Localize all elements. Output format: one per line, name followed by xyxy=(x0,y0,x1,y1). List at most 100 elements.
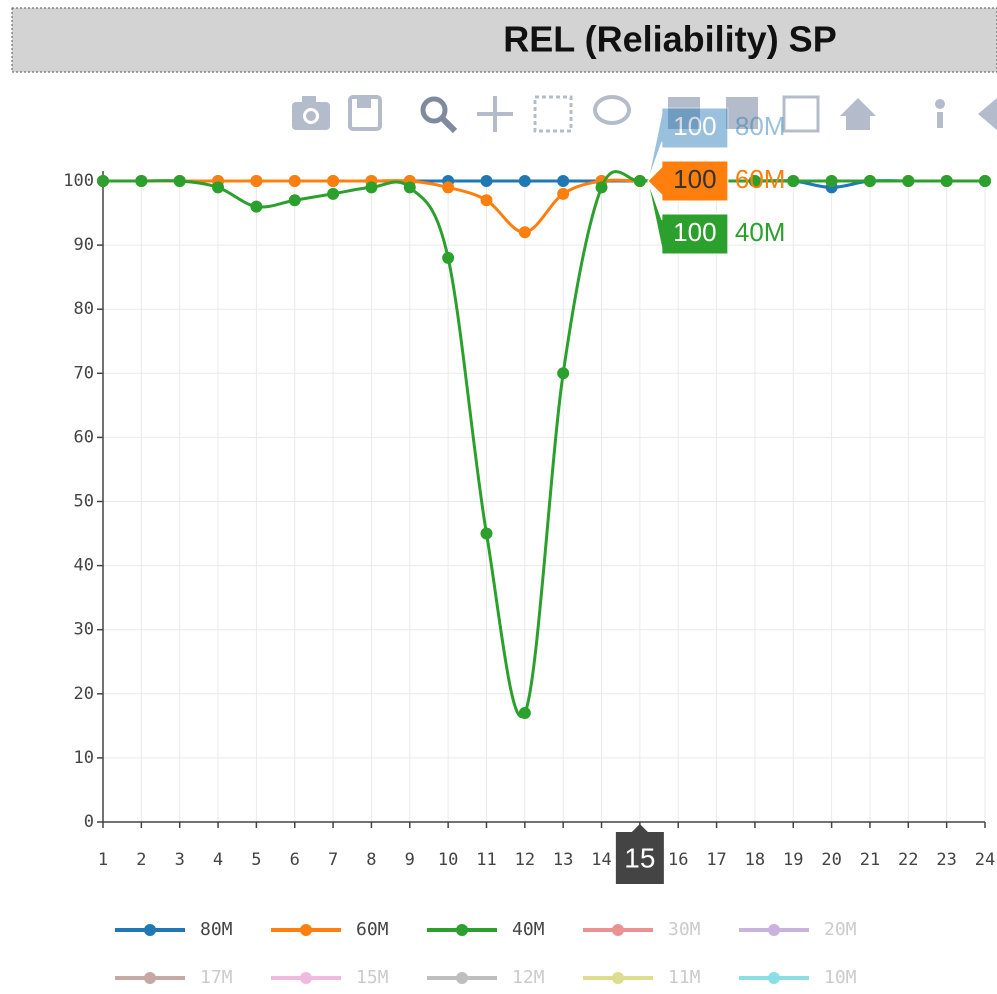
legend-item[interactable]: 10M xyxy=(739,967,857,988)
legend-label: 12M xyxy=(512,967,545,988)
hover-name: 40M xyxy=(735,217,786,247)
chart-title: REL (Reliability) SP xyxy=(503,19,836,60)
legend-item[interactable]: 12M xyxy=(427,967,545,988)
legend-marker xyxy=(612,972,624,984)
x-tick-label: 19 xyxy=(783,850,803,870)
hover-box xyxy=(647,107,729,182)
x-tick-label: 17 xyxy=(706,850,726,870)
save-icon[interactable] xyxy=(348,95,382,131)
data-point xyxy=(557,367,570,380)
legend-label: 17M xyxy=(200,967,233,988)
legend-marker xyxy=(456,972,468,984)
legend-marker xyxy=(768,972,780,984)
legend-item[interactable]: 15M xyxy=(271,967,389,988)
y-tick-label: 20 xyxy=(74,684,94,704)
legend-label: 80M xyxy=(200,919,233,940)
data-point xyxy=(557,175,570,187)
data-point xyxy=(327,175,340,187)
x-tick-label: 4 xyxy=(213,850,223,870)
legend-item[interactable]: 60M xyxy=(271,919,389,940)
data-point xyxy=(442,181,455,194)
zoom-in-icon[interactable] xyxy=(668,97,700,129)
data-point xyxy=(518,175,531,187)
hover-label: 100 40M xyxy=(647,180,786,255)
zoom-icon[interactable] xyxy=(420,96,458,134)
x-tick-label: 10 xyxy=(438,850,458,870)
legend-item[interactable]: 30M xyxy=(583,919,701,940)
data-point xyxy=(748,175,761,187)
x-tick-label: 6 xyxy=(290,850,300,870)
hover-label: 100 60M xyxy=(647,160,785,202)
hover-label: 100 80M xyxy=(647,107,785,182)
zoom-out-icon[interactable] xyxy=(726,97,758,129)
y-tick-label: 30 xyxy=(74,620,94,640)
hover-box xyxy=(647,160,729,202)
spike-icon[interactable] xyxy=(935,99,945,128)
x-tick-label: 11 xyxy=(476,850,496,870)
legend-marker xyxy=(144,972,156,984)
legend-label: 40M xyxy=(512,919,545,940)
y-tick-label: 80 xyxy=(74,299,94,319)
reset-icon[interactable] xyxy=(840,98,876,130)
x-tick-label: 5 xyxy=(251,850,261,870)
data-point xyxy=(403,181,416,194)
legend-marker xyxy=(300,972,312,984)
hover-x-box xyxy=(615,824,664,884)
series-line xyxy=(102,170,985,718)
hover-labels: 100 80M 100 60M 100 40M xyxy=(647,107,786,255)
title-bar xyxy=(11,7,997,73)
y-tick-label: 90 xyxy=(74,235,94,255)
data-point xyxy=(940,175,953,187)
data-point xyxy=(327,187,340,200)
x-tick-label: 1 xyxy=(98,850,108,870)
data-point xyxy=(557,187,570,200)
autoscale-icon[interactable] xyxy=(782,95,820,133)
legend-item[interactable]: 80M xyxy=(115,919,233,940)
data-point xyxy=(173,175,186,187)
x-tick-label: 2 xyxy=(136,850,146,870)
legend-label: 15M xyxy=(356,967,389,988)
y-tick-label: 50 xyxy=(74,492,94,512)
data-point xyxy=(863,175,876,187)
data-point xyxy=(480,194,493,207)
legend-label: 30M xyxy=(668,919,701,940)
camera-icon[interactable] xyxy=(292,96,330,130)
legend-item[interactable]: 11M xyxy=(583,967,701,988)
y-tick-label: 100 xyxy=(63,171,94,191)
x-tick-label: 12 xyxy=(515,850,535,870)
y-tick-label: 60 xyxy=(74,427,94,447)
y-tick-label: 10 xyxy=(74,748,94,768)
data-point xyxy=(97,175,109,187)
hover-x-label: 15 xyxy=(624,842,655,873)
hover-value: 100 xyxy=(673,111,716,141)
x-tick-label: 13 xyxy=(553,850,573,870)
legend-marker xyxy=(768,924,780,936)
data-point xyxy=(250,200,263,213)
pan-icon[interactable] xyxy=(477,96,513,132)
data-point xyxy=(288,194,301,207)
data-point xyxy=(365,181,378,194)
legend-item[interactable]: 17M xyxy=(115,967,233,988)
x-tick-label: 21 xyxy=(860,850,880,870)
data-point xyxy=(825,175,838,187)
legend-item[interactable]: 20M xyxy=(739,919,857,940)
toolbar[interactable] xyxy=(292,95,997,134)
x-tick-label: 7 xyxy=(328,850,338,870)
x-tick-label: 14 xyxy=(591,850,611,870)
data-point xyxy=(518,707,531,720)
legend-item[interactable]: 40M xyxy=(427,919,545,940)
select-icon[interactable] xyxy=(533,95,573,133)
data-point xyxy=(979,175,991,187)
lasso-icon[interactable] xyxy=(593,95,631,125)
legend-label: 60M xyxy=(356,919,389,940)
x-tick-label: 18 xyxy=(745,850,765,870)
data-point xyxy=(518,226,531,239)
hover-box xyxy=(647,180,729,255)
x-tick-label: 3 xyxy=(175,850,185,870)
legend-marker xyxy=(612,924,624,936)
data-point xyxy=(212,181,225,194)
x-tick-label: 9 xyxy=(405,850,415,870)
legend-label: 10M xyxy=(824,967,857,988)
hover-icon[interactable] xyxy=(978,98,997,130)
